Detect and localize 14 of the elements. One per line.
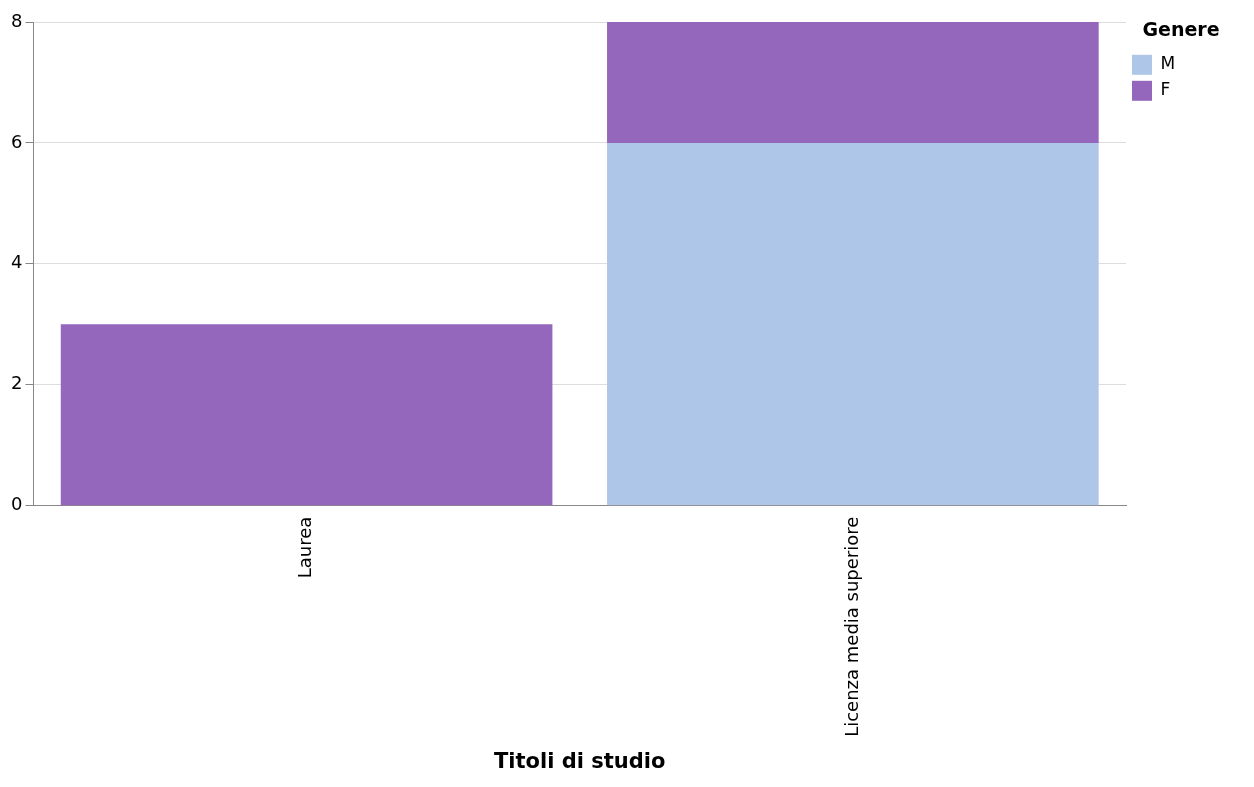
legend-title: Genere <box>1142 18 1220 41</box>
bar <box>60 324 553 506</box>
legend-label: F <box>1160 79 1171 100</box>
y-tick-label: 8 <box>11 9 23 31</box>
y-tick-label: 6 <box>11 130 23 152</box>
y-tick-label: 4 <box>11 251 23 273</box>
y-tick-label: 2 <box>11 372 23 394</box>
bar <box>607 142 1099 506</box>
bar <box>607 22 1099 143</box>
x-axis-title: Titoli di studio <box>494 748 666 773</box>
y-tick-label: 0 <box>11 493 23 515</box>
x-tick-label: Laurea <box>294 516 316 579</box>
legend-label: M <box>1160 53 1176 74</box>
x-tick-label: Licenza media superiore <box>840 516 862 737</box>
